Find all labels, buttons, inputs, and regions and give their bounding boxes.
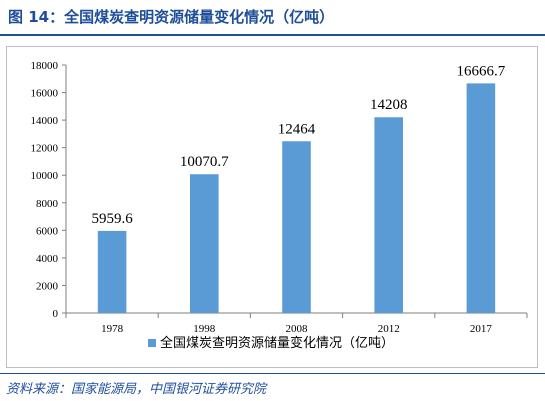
title-divider (0, 34, 545, 36)
data-label: 5959.6 (91, 211, 133, 227)
source-divider (0, 373, 545, 374)
y-tick-label: 6000 (36, 225, 59, 237)
x-tick-label: 2012 (378, 323, 400, 335)
y-tick-label: 16000 (31, 88, 59, 100)
bar (374, 117, 403, 313)
legend-label: 全国煤炭查明资源储量变化情况（亿吨） (160, 335, 394, 351)
y-tick-label: 8000 (36, 198, 59, 210)
data-label: 14208 (370, 97, 408, 113)
x-tick-label: 1998 (193, 323, 216, 335)
y-tick-label: 18000 (31, 60, 59, 72)
y-tick-label: 4000 (36, 253, 59, 265)
data-label: 10070.7 (180, 154, 229, 170)
source-note: 资料来源：国家能源局，中国银河证券研究院 (6, 382, 267, 397)
figure-title: 图 14：全国煤炭查明资源储量变化情况（亿吨） (8, 8, 335, 26)
data-label: 12464 (278, 121, 316, 137)
y-tick-label: 14000 (31, 115, 59, 127)
y-tick-label: 0 (53, 308, 59, 320)
data-label: 16666.7 (457, 63, 506, 79)
legend-swatch (148, 339, 156, 347)
x-tick-label: 2017 (470, 323, 493, 335)
x-tick-label: 1978 (101, 323, 124, 335)
y-tick-label: 12000 (31, 143, 59, 155)
y-tick-label: 10000 (31, 170, 59, 182)
bar (97, 230, 127, 313)
bar (466, 83, 496, 314)
chart-frame (6, 46, 538, 368)
bar (190, 174, 219, 313)
y-tick-label: 2000 (36, 280, 59, 292)
bar (282, 141, 311, 313)
x-tick-label: 2008 (286, 323, 309, 335)
